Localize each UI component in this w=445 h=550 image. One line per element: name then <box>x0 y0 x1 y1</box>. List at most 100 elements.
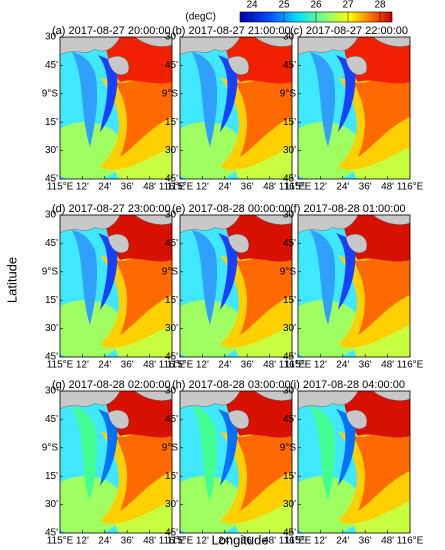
y-tick-label: 15' <box>45 117 58 128</box>
hot-tongue <box>235 240 292 335</box>
x-tick-label: 115°E <box>285 360 312 371</box>
land <box>227 410 250 429</box>
hot-tongue <box>115 416 172 511</box>
colorbar-tick-label: 26 <box>310 0 322 11</box>
x-tick-label: 36' <box>359 536 372 547</box>
x-tick-label: 12' <box>314 536 327 547</box>
map-panel: (e) 2017-08-28 00:00:00 115°E 12' 24' 36' 48'… <box>162 203 306 371</box>
y-tick-label: 30' <box>45 32 58 43</box>
cool-band <box>72 52 98 147</box>
map-panel: (g) 2017-08-28 02:00:00 115°E 12' 24' 36' 48'… <box>42 379 186 547</box>
land <box>372 391 410 401</box>
hot-tongue <box>235 416 292 511</box>
land <box>60 215 121 234</box>
y-tick-label: 45' <box>45 60 58 71</box>
panel-frame <box>297 214 411 358</box>
y-tick-label: 45' <box>165 414 178 425</box>
x-tick-label: 48' <box>263 182 276 193</box>
x-tick-label: 12' <box>76 360 89 371</box>
x-tick-label: 116°E <box>159 182 186 193</box>
panel-frame <box>59 390 173 534</box>
panel-frame <box>179 214 293 358</box>
land <box>107 56 130 75</box>
x-tick-label: 24' <box>98 182 111 193</box>
land <box>107 234 130 253</box>
land <box>372 37 410 47</box>
land <box>107 410 130 429</box>
land <box>298 37 359 56</box>
x-tick-label: 24' <box>218 536 231 547</box>
hot-tongue <box>235 62 292 157</box>
y-tick-label: 30' <box>283 499 296 510</box>
y-tick-label: 15' <box>165 295 178 306</box>
y-tick-label: 30' <box>283 323 296 334</box>
hot-tongue <box>353 416 410 511</box>
cool-band <box>336 233 356 310</box>
map-panel: (b) 2017-08-27 21:00:00 115°E 12' 24' 36' 48'… <box>162 25 306 193</box>
y-tick-label: 9°S <box>162 266 179 277</box>
y-tick-label: 30' <box>165 499 178 510</box>
x-tick-label: 116°E <box>397 360 424 371</box>
cool-band <box>218 55 238 132</box>
land <box>180 391 241 410</box>
y-tick-label: 15' <box>283 117 296 128</box>
panel-title: (h) 2017-08-28 03:00:00 <box>172 379 291 391</box>
y-tick-label: 30' <box>45 499 58 510</box>
y-tick-label: 15' <box>165 117 178 128</box>
x-tick-label: 24' <box>98 536 111 547</box>
y-tick-label: 45' <box>283 414 296 425</box>
cool-band <box>336 55 356 132</box>
colorbar-tick-label: 28 <box>374 0 386 11</box>
y-tick-label: 30' <box>283 145 296 156</box>
x-tick-label: 116°E <box>397 182 424 193</box>
y-tick-label: 45' <box>283 352 296 363</box>
y-tick-label: 15' <box>45 471 58 482</box>
land <box>227 56 250 75</box>
x-tick-label: 24' <box>336 536 349 547</box>
x-tick-label: 115°E <box>47 182 74 193</box>
x-tick-label: 24' <box>98 360 111 371</box>
y-tick-label: 45' <box>283 174 296 185</box>
y-tick-label: 30' <box>45 323 58 334</box>
cool-band <box>310 230 336 325</box>
land <box>298 215 359 234</box>
y-tick-label: 30' <box>165 145 178 156</box>
land <box>227 234 250 253</box>
y-tick-label: 30' <box>283 386 296 397</box>
land <box>134 215 172 225</box>
cool-band <box>192 230 218 325</box>
y-tick-label: 45' <box>165 238 178 249</box>
land <box>254 391 292 401</box>
x-tick-label: 48' <box>143 182 156 193</box>
land <box>254 215 292 225</box>
y-tick-label: 9°S <box>280 88 297 99</box>
map-panel: (c) 2017-08-27 22:00:00 115°E 12' 24' 36' 48'… <box>280 25 424 193</box>
y-tick-label: 15' <box>283 471 296 482</box>
x-tick-label: 36' <box>121 360 134 371</box>
panel-frame <box>59 36 173 180</box>
y-tick-label: 30' <box>45 145 58 156</box>
panel-frame <box>179 36 293 180</box>
y-tick-label: 9°S <box>280 266 297 277</box>
map-panel: (a) 2017-08-27 20:00:00 115°E 12' 24' 36' 48'… <box>42 25 186 193</box>
field <box>60 37 172 179</box>
field <box>60 215 172 357</box>
cool-band <box>218 233 238 310</box>
x-tick-label: 12' <box>76 536 89 547</box>
x-tick-label: 116°E <box>279 182 306 193</box>
cool-band <box>310 52 336 147</box>
panel-title: (c) 2017-08-27 22:00:00 <box>290 25 408 37</box>
x-tick-label: 36' <box>121 182 134 193</box>
x-tick-label: 24' <box>218 360 231 371</box>
x-tick-label: 12' <box>196 360 209 371</box>
x-tick-label: 48' <box>381 182 394 193</box>
y-tick-label: 9°S <box>280 442 297 453</box>
land <box>60 391 121 410</box>
field <box>298 215 410 357</box>
panel-frame <box>297 36 411 180</box>
field <box>298 391 410 533</box>
x-tick-label: 48' <box>263 536 276 547</box>
panel-title: (b) 2017-08-27 21:00:00 <box>172 25 291 37</box>
land <box>180 37 241 56</box>
cool-band <box>98 409 118 486</box>
